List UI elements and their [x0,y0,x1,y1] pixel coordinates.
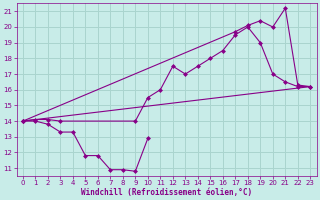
X-axis label: Windchill (Refroidissement éolien,°C): Windchill (Refroidissement éolien,°C) [81,188,252,197]
